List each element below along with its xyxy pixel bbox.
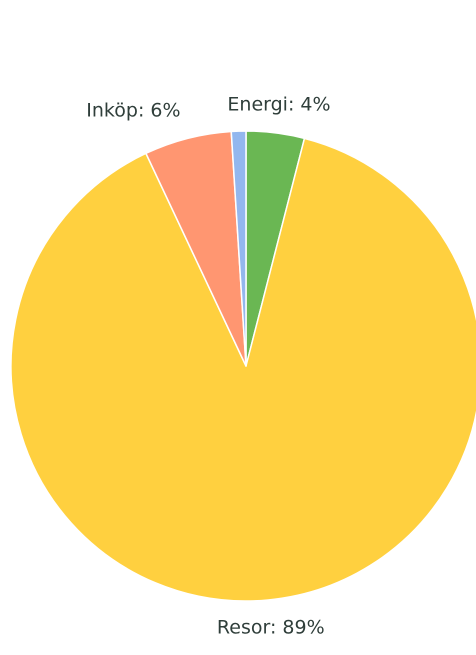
- slice-label-energi: Energi: 4%: [227, 93, 330, 115]
- pie-slice-resor: [10, 137, 476, 602]
- pie-slice-unlabeled-3: [230, 130, 247, 367]
- pie-slices: [10, 130, 476, 602]
- slice-label-resor: Resor: 89%: [217, 617, 325, 639]
- pie-labels: Energi: 4% Resor: 89% Inköp: 6%: [86, 93, 330, 638]
- slice-label-inköp: Inköp: 6%: [86, 100, 180, 122]
